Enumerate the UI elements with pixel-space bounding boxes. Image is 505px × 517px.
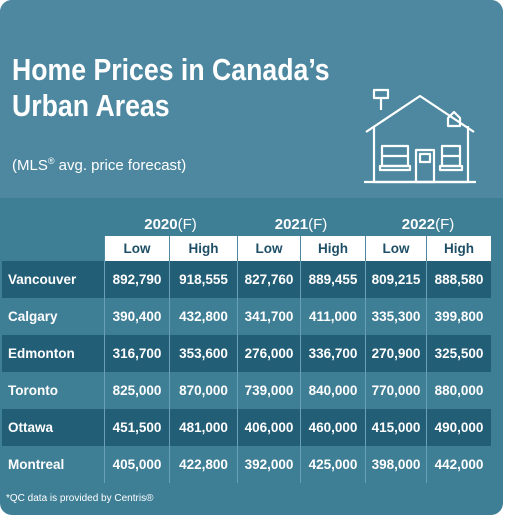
price-cell: 411,000 [300, 298, 365, 335]
header-panel: Home Prices in Canada’s Urban Areas (MLS… [0, 0, 503, 198]
table-row: Vancouver 892,790 918,555 827,760 889,455 809… [2, 261, 491, 298]
year-header-row: 2020(F) 2021(F) 2022(F) [2, 207, 491, 236]
subheader-high: High [426, 236, 491, 261]
price-cell: 739,000 [237, 372, 300, 409]
forecast-suffix: (F) [308, 216, 328, 233]
price-cell: 460,000 [300, 409, 365, 446]
year-label: 2020 [144, 216, 178, 233]
table-row: Calgary 390,400 432,800 341,700 411,000 335,3… [2, 298, 491, 335]
corner-cell [2, 236, 104, 261]
price-cell: 316,700 [104, 335, 169, 372]
price-cell: 490,000 [426, 409, 491, 446]
year-label: 2021 [274, 216, 309, 233]
price-cell: 405,000 [104, 446, 169, 483]
subheader-low: Low [237, 236, 300, 261]
low-high-header-row: Low High Low High Low High [2, 236, 491, 261]
price-cell: 399,800 [426, 298, 491, 335]
city-label: Montreal [2, 446, 104, 483]
price-cell: 888,580 [426, 261, 491, 298]
year-header-2022: 2022(F) [365, 207, 491, 236]
price-cell: 336,700 [300, 335, 365, 372]
house-icon [364, 88, 476, 184]
price-cell: 392,000 [237, 446, 300, 483]
price-cell: 840,000 [300, 372, 365, 409]
chart-title: Home Prices in Canada’s Urban Areas [12, 52, 330, 124]
year-label: 2022 [401, 216, 436, 233]
table-row: Edmonton 316,700 353,600 276,000 336,700 270,… [2, 335, 491, 372]
city-label: Vancouver [2, 261, 104, 298]
table-row: Ottawa 451,500 481,000 406,000 460,000 415,00… [2, 409, 491, 446]
price-cell: 889,455 [300, 261, 365, 298]
price-cell: 422,800 [169, 446, 237, 483]
year-header-2020: 2020(F) [104, 207, 237, 236]
price-cell: 270,900 [365, 335, 426, 372]
city-label: Toronto [2, 372, 104, 409]
footnote: *QC data is provided by Centris® [6, 493, 154, 504]
price-cell: 870,000 [169, 372, 237, 409]
city-label: Edmonton [2, 335, 104, 372]
forecast-suffix: (F) [435, 216, 455, 233]
price-cell: 325,500 [426, 335, 491, 372]
price-cell: 415,000 [365, 409, 426, 446]
price-cell: 770,000 [365, 372, 426, 409]
corner-cell [2, 207, 104, 236]
price-cell: 451,500 [104, 409, 169, 446]
price-cell: 892,790 [104, 261, 169, 298]
price-cell: 390,400 [104, 298, 169, 335]
subheader-low: Low [104, 236, 169, 261]
title-line-1: Home Prices in Canada’s [12, 52, 330, 87]
price-table: 2020(F) 2021(F) 2022(F) Low High Low Hig… [2, 207, 491, 483]
price-cell: 432,800 [169, 298, 237, 335]
forecast-suffix: (F) [177, 216, 197, 233]
price-cell: 276,000 [237, 335, 300, 372]
subheader-low: Low [365, 236, 426, 261]
price-cell: 425,000 [300, 446, 365, 483]
subtitle-registered-mark: ® [47, 156, 55, 166]
chart-subtitle: (MLS® avg. price forecast) [12, 156, 186, 174]
price-table-area: 2020(F) 2021(F) 2022(F) Low High Low Hig… [0, 198, 503, 515]
title-line-2: Urban Areas [12, 88, 170, 123]
price-cell: 809,215 [365, 261, 426, 298]
table-row: Toronto 825,000 870,000 739,000 840,000 770,0… [2, 372, 491, 409]
subtitle-post: avg. price forecast) [54, 157, 187, 174]
price-cell: 442,000 [426, 446, 491, 483]
price-cell: 335,300 [365, 298, 426, 335]
table-body: Vancouver 892,790 918,555 827,760 889,455 809… [2, 261, 491, 483]
price-cell: 825,000 [104, 372, 169, 409]
table-row: Montreal 405,000 422,800 392,000 425,000 398,… [2, 446, 491, 483]
price-cell: 406,000 [237, 409, 300, 446]
price-cell: 918,555 [169, 261, 237, 298]
price-cell: 827,760 [237, 261, 300, 298]
subheader-high: High [169, 236, 237, 261]
city-label: Calgary [2, 298, 104, 335]
city-label: Ottawa [2, 409, 104, 446]
price-cell: 880,000 [426, 372, 491, 409]
price-cell: 481,000 [169, 409, 237, 446]
subtitle-pre: (MLS [12, 157, 48, 174]
year-header-2021: 2021(F) [237, 207, 365, 236]
price-cell: 353,600 [169, 335, 237, 372]
subheader-high: High [300, 236, 365, 261]
price-cell: 341,700 [237, 298, 300, 335]
price-cell: 398,000 [365, 446, 426, 483]
